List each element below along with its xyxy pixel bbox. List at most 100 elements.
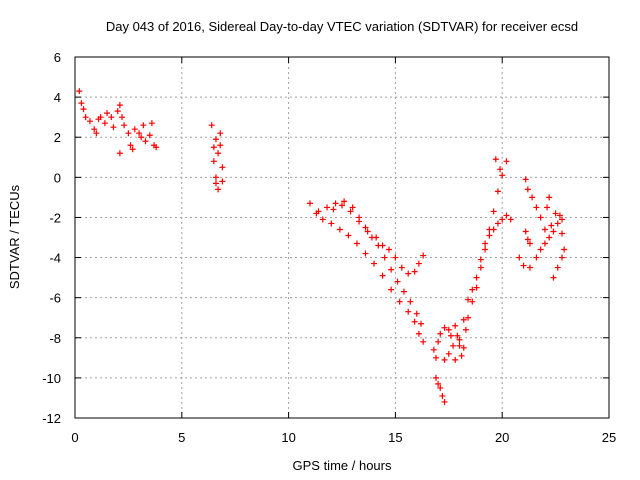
data-point bbox=[490, 208, 497, 215]
data-point bbox=[503, 158, 510, 165]
data-point bbox=[306, 200, 313, 207]
data-point bbox=[507, 216, 514, 223]
data-point bbox=[116, 102, 123, 109]
data-point bbox=[212, 136, 219, 143]
data-point bbox=[371, 260, 378, 267]
data-point bbox=[460, 316, 467, 323]
y-tick-label: -4 bbox=[49, 251, 61, 266]
data-point bbox=[552, 210, 559, 217]
data-point bbox=[447, 332, 454, 339]
y-tick-label: -10 bbox=[42, 371, 61, 386]
data-point bbox=[136, 130, 143, 137]
data-point bbox=[494, 188, 501, 195]
plot-frame bbox=[74, 56, 610, 419]
data-point bbox=[345, 232, 352, 239]
data-point bbox=[541, 226, 548, 233]
data-point bbox=[332, 200, 339, 207]
data-point bbox=[497, 166, 504, 173]
y-tick-labels: -12 -10 -8 -6 -4 -2 0 2 4 6 bbox=[42, 50, 61, 426]
data-point bbox=[462, 326, 469, 333]
axis-ticks bbox=[74, 56, 610, 419]
data-point bbox=[328, 220, 335, 227]
series-band-b bbox=[315, 198, 425, 327]
y-tick-label: 6 bbox=[54, 50, 61, 65]
data-point bbox=[559, 230, 566, 237]
data-point bbox=[153, 144, 160, 151]
data-point bbox=[432, 374, 439, 381]
data-point bbox=[93, 130, 100, 137]
data-point bbox=[208, 122, 215, 129]
data-point bbox=[559, 216, 566, 223]
data-point bbox=[118, 114, 125, 121]
data-point bbox=[548, 222, 555, 229]
data-point bbox=[110, 124, 117, 131]
chart-title: Day 043 of 2016, Sidereal Day-to-day VTE… bbox=[106, 19, 578, 34]
data-point bbox=[482, 246, 489, 253]
data-point bbox=[349, 204, 356, 211]
data-point bbox=[533, 254, 540, 261]
data-point bbox=[454, 332, 461, 339]
data-point bbox=[445, 326, 452, 333]
data-point bbox=[452, 322, 459, 329]
data-point bbox=[140, 122, 147, 129]
data-point bbox=[142, 138, 149, 145]
data-point bbox=[407, 298, 414, 305]
series-band-a bbox=[306, 200, 427, 345]
data-point bbox=[437, 330, 444, 337]
data-point bbox=[212, 174, 219, 181]
data-point bbox=[526, 240, 533, 247]
data-point bbox=[418, 320, 425, 327]
data-point bbox=[460, 344, 467, 351]
x-tick-labels: 0 5 10 15 20 25 bbox=[71, 430, 616, 445]
data-point bbox=[537, 246, 544, 253]
series-late-day bbox=[516, 176, 568, 281]
data-point bbox=[385, 246, 392, 253]
data-point bbox=[456, 342, 463, 349]
data-point bbox=[477, 264, 484, 271]
data-point bbox=[482, 240, 489, 247]
y-tick-label: -8 bbox=[49, 331, 61, 346]
data-point bbox=[347, 208, 354, 215]
y-tick-label: 2 bbox=[54, 130, 61, 145]
data-point bbox=[379, 272, 386, 279]
data-point bbox=[499, 172, 506, 179]
y-tick-label: -12 bbox=[42, 411, 61, 426]
data-point bbox=[465, 296, 472, 303]
data-point bbox=[524, 186, 531, 193]
data-point bbox=[131, 126, 138, 133]
data-point bbox=[439, 392, 446, 399]
data-point bbox=[492, 156, 499, 163]
data-point bbox=[520, 262, 527, 269]
series-recovery-b bbox=[452, 156, 514, 363]
data-point bbox=[516, 254, 523, 261]
data-point bbox=[561, 246, 568, 253]
y-axis-title: SDTVAR / TECUs bbox=[7, 184, 22, 289]
data-point bbox=[217, 142, 224, 149]
data-point bbox=[212, 180, 219, 187]
data-point bbox=[526, 264, 533, 271]
data-point bbox=[215, 150, 222, 157]
data-point bbox=[415, 330, 422, 337]
data-point bbox=[452, 356, 459, 363]
data-point bbox=[405, 270, 412, 277]
data-point bbox=[473, 274, 480, 281]
data-point bbox=[362, 250, 369, 257]
data-point bbox=[217, 130, 224, 137]
x-tick-label: 20 bbox=[495, 430, 509, 445]
data-point bbox=[494, 220, 501, 227]
data-point bbox=[362, 224, 369, 231]
data-point bbox=[435, 380, 442, 387]
series-trough bbox=[430, 324, 457, 405]
data-point bbox=[435, 338, 442, 345]
x-tick-label: 0 bbox=[71, 430, 78, 445]
data-point bbox=[556, 212, 563, 219]
data-point bbox=[400, 288, 407, 295]
series-mid-morning bbox=[208, 122, 226, 193]
data-point bbox=[381, 254, 388, 261]
data-point bbox=[341, 198, 348, 205]
data-point bbox=[430, 346, 437, 353]
data-point bbox=[78, 100, 85, 107]
data-point bbox=[379, 242, 386, 249]
